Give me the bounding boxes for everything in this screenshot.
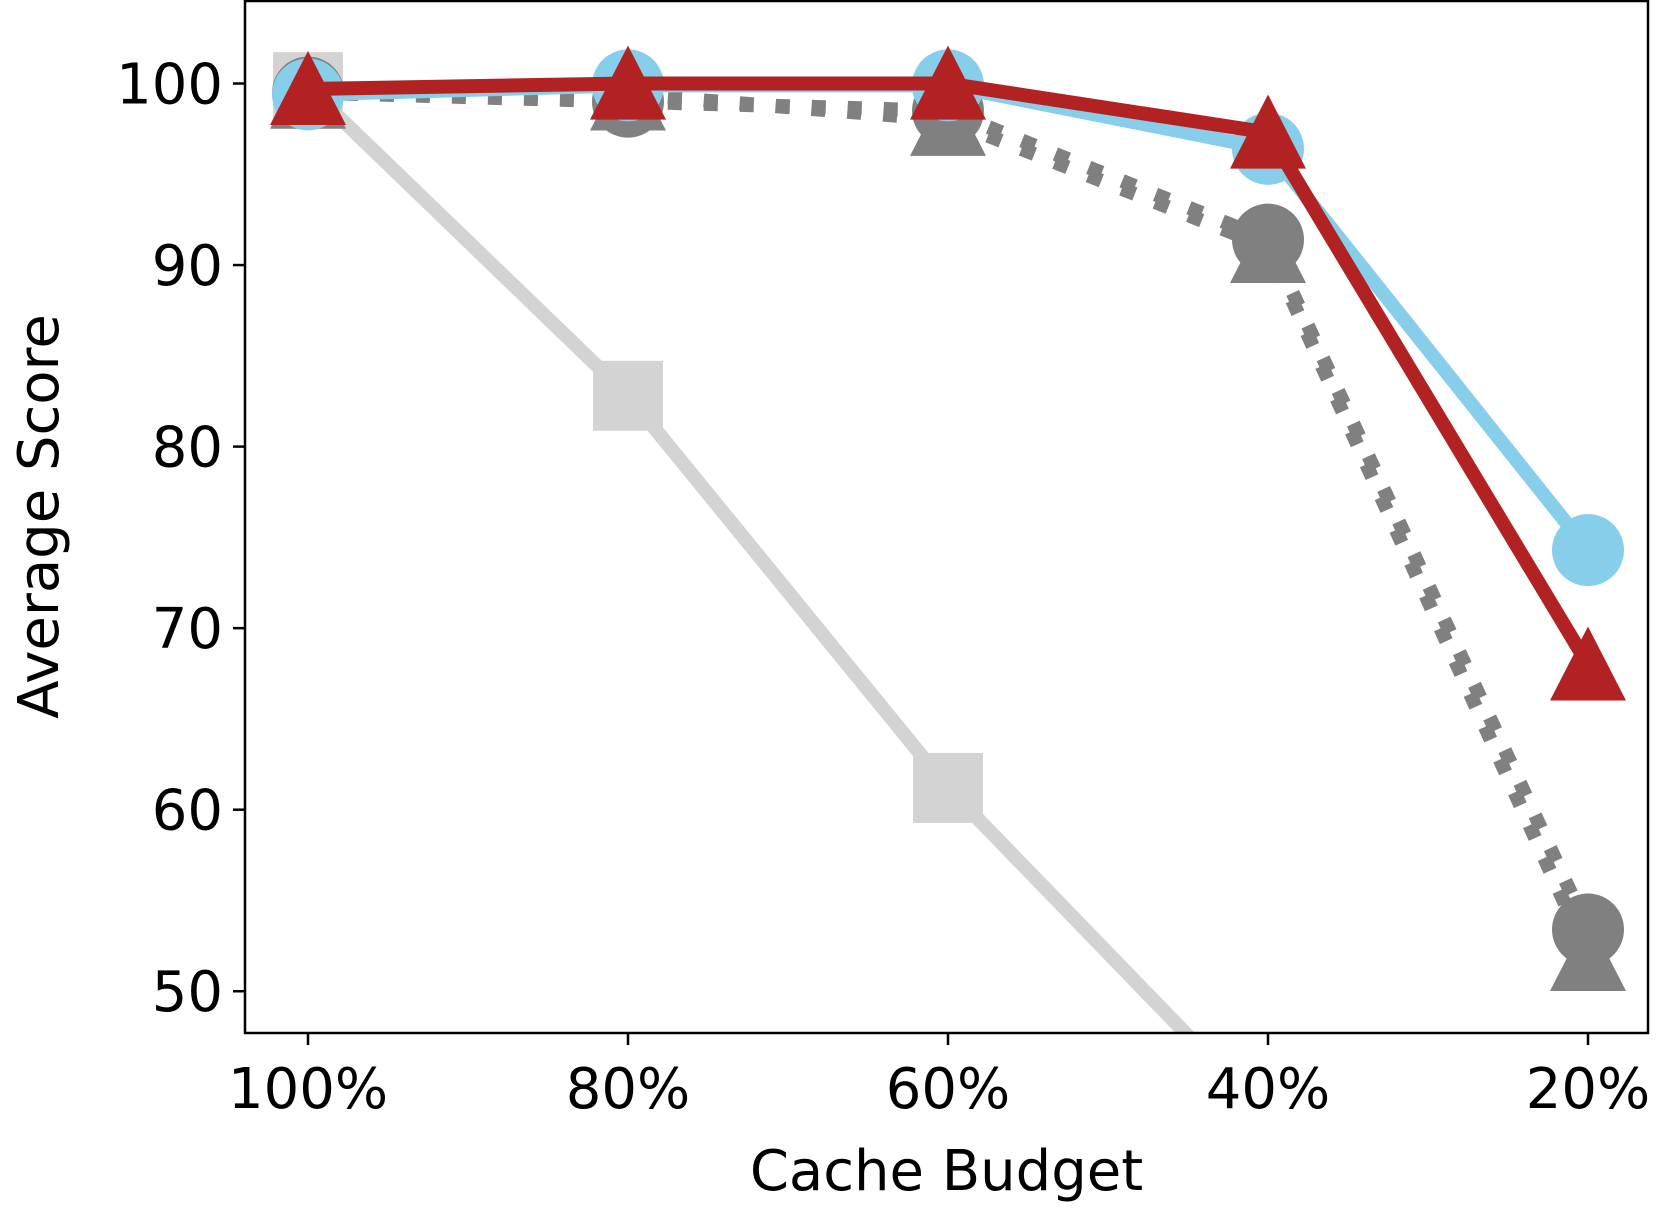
series-5-marker-4 [1230, 94, 1306, 169]
x-tick-label-3: 60% [886, 1057, 1010, 1122]
series-5-line [307, 76, 1594, 669]
series-5-marker-1 [270, 50, 346, 126]
series-2 [270, 54, 1626, 992]
y-tick-label-5: 90 [152, 234, 223, 299]
y-tick-label-3: 70 [152, 597, 223, 662]
y-tick-label-2: 60 [152, 779, 223, 844]
series-5-marker-3 [910, 45, 986, 120]
series-4-marker-5 [1552, 514, 1624, 587]
series-1-marker-3 [913, 752, 983, 823]
plot-area [270, 45, 1626, 1033]
series-1 [273, 52, 1196, 1033]
series-1-marker-2 [593, 360, 663, 431]
series-3 [272, 56, 1624, 966]
x-axis-label: Cache Budget [750, 1139, 1143, 1204]
series-3-marker-5 [1552, 893, 1624, 966]
y-tick-label-1: 50 [152, 960, 223, 1025]
axes-frame [243, 0, 1650, 1035]
x-tick-label-1: 100% [228, 1057, 388, 1122]
series-5 [270, 45, 1626, 701]
series-3-marker-4 [1232, 203, 1304, 276]
y-axis-label: Average Score [7, 314, 72, 719]
axes: 50 60 70 80 90 100 100% 80% 60% 40% 20% [116, 0, 1650, 1122]
x-tick-label-5: 20% [1526, 1057, 1650, 1122]
series-5-marker-5 [1550, 626, 1626, 701]
x-tick-label-4: 40% [1206, 1057, 1330, 1122]
x-tick-label-2: 80% [566, 1057, 690, 1122]
series-1-line [303, 82, 1196, 1033]
y-tick-label-6: 100 [116, 53, 223, 118]
y-tick-label-4: 80 [152, 416, 223, 481]
series-5-marker-2 [590, 45, 666, 120]
